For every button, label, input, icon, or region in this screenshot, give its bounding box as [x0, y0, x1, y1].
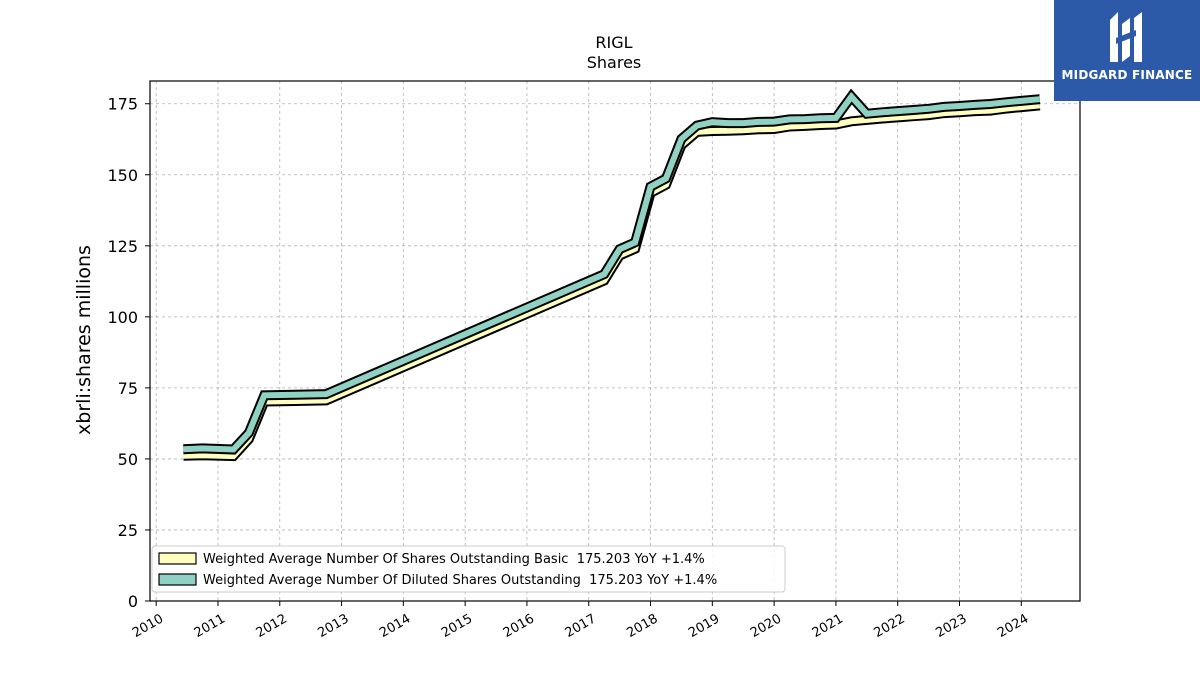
midgard-logo-icon: [1110, 12, 1142, 62]
x-tick-label: 2011: [192, 611, 228, 641]
x-tick-label: 2018: [624, 611, 660, 641]
y-tick-label: 125: [107, 237, 138, 256]
chart-subtitle: Shares: [587, 53, 642, 72]
series-layer: [183, 88, 1041, 462]
x-tick-label: 2023: [933, 611, 969, 641]
logo-text: MIDGARD FINANCE: [1061, 68, 1193, 82]
plot-frame: [149, 80, 1081, 602]
legend: Weighted Average Number Of Shares Outsta…: [151, 545, 786, 593]
grid: [150, 81, 1080, 602]
x-tick-label: 2019: [686, 611, 722, 641]
x-tick-label: 2013: [315, 611, 351, 641]
y-tick-label: 100: [107, 308, 138, 327]
midgard-finance-logo: MIDGARD FINANCE: [1054, 0, 1200, 101]
x-tick-label: 2016: [501, 611, 537, 641]
x-tick-label: 2024: [995, 611, 1031, 641]
y-tick-label: 150: [107, 166, 138, 185]
legend-box: [151, 545, 786, 593]
x-tick-label: 2022: [872, 611, 908, 641]
series-line-basic: [183, 102, 1041, 460]
x-tick-label: 2012: [254, 611, 290, 641]
legend-label-diluted: Weighted Average Number Of Diluted Share…: [203, 573, 717, 588]
y-tick-label: 50: [118, 450, 138, 469]
legend-swatch-basic: [158, 552, 197, 565]
x-tick-label: 2020: [748, 611, 784, 641]
x-tick-label: 2015: [439, 611, 475, 641]
y-tick-label: 75: [118, 379, 138, 398]
legend-label-basic: Weighted Average Number Of Shares Outsta…: [203, 552, 705, 567]
x-tick-label: 2017: [563, 611, 599, 641]
y-tick-label: 175: [107, 95, 138, 114]
legend-swatch-diluted: [158, 573, 197, 586]
y-tick-label: 0: [128, 592, 138, 611]
y-axis-label: xbrli:shares millions: [73, 245, 95, 435]
series-line-diluted: [183, 91, 1041, 453]
x-tick-label: 2021: [810, 611, 846, 641]
y-tick-label: 25: [118, 521, 138, 540]
chart-title: RIGL: [595, 33, 632, 52]
x-tick-label: 2014: [377, 611, 413, 641]
x-tick-label: 2010: [130, 611, 166, 641]
